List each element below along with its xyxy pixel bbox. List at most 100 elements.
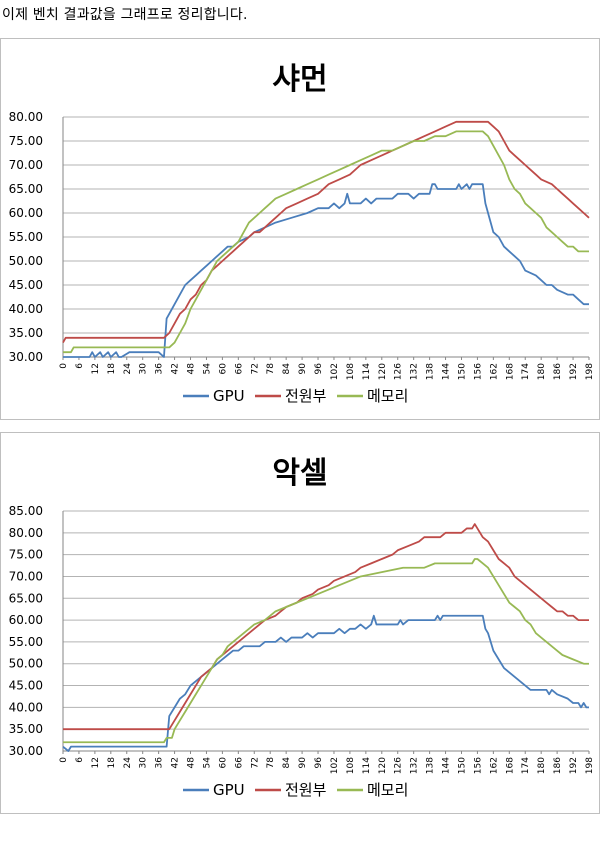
x-tick-label: 138: [426, 363, 436, 380]
x-tick-label: 156: [473, 757, 483, 774]
x-tick-label: 168: [505, 757, 515, 774]
x-tick-label: 138: [426, 757, 436, 774]
y-tick-label: 35.00: [9, 722, 43, 736]
x-tick-label: 0: [59, 757, 69, 763]
x-tick-label: 150: [457, 363, 467, 380]
x-tick-label: 12: [91, 757, 101, 768]
x-tick-label: 144: [442, 757, 452, 774]
x-tick-label: 24: [123, 757, 133, 769]
x-tick-label: 132: [410, 757, 420, 774]
x-tick-label: 144: [442, 363, 452, 380]
x-tick-label: 6: [75, 363, 85, 369]
x-tick-label: 48: [187, 757, 197, 769]
x-tick-label: 78: [266, 363, 276, 375]
x-tick-label: 72: [250, 363, 260, 374]
x-tick-label: 96: [314, 757, 324, 769]
chart-panel-1: 샤먼 30.00 35.00 40.00 45.00 50.00 55.00 60.00 65.…: [0, 38, 600, 420]
x-tick-label: 102: [330, 363, 340, 380]
x-tick-label: 162: [489, 757, 499, 774]
legend-item: GPU: [183, 387, 245, 405]
y-tick-label: 60.00: [9, 206, 43, 220]
x-tick-label: 54: [202, 363, 212, 375]
y-tick-label: 50.00: [9, 254, 43, 268]
x-tick-label: 66: [234, 757, 244, 769]
legend-label: GPU: [213, 781, 245, 799]
x-tick-label: 42: [171, 363, 181, 374]
chart-panel-2: 악셀 30.00 35.00 40.00 45.00 50.00 55.00 60.00 65.…: [0, 432, 600, 814]
x-tick-label: 54: [202, 757, 212, 769]
x-tick-label: 180: [537, 757, 547, 774]
x-tick-label: 186: [553, 757, 563, 774]
x-tick-label: 126: [394, 363, 404, 380]
x-tick-label: 0: [59, 363, 69, 369]
x-tick-label: 198: [585, 363, 595, 380]
y-tick-label: 85.00: [9, 504, 43, 518]
x-tick-label: 192: [569, 757, 579, 774]
legend-item: 메모리: [337, 781, 408, 799]
x-tick-label: 108: [346, 757, 356, 774]
x-tick-label: 102: [330, 757, 340, 774]
x-tick-label: 198: [585, 757, 595, 774]
y-tick-label: 75.00: [9, 548, 43, 562]
y-tick-label: 70.00: [9, 158, 43, 172]
x-tick-label: 78: [266, 757, 276, 769]
x-tick-label: 114: [362, 363, 372, 380]
legend-label: 메모리: [367, 387, 408, 405]
series-line-GPU: [62, 614, 589, 752]
x-tick-label: 24: [123, 363, 133, 375]
x-tick-label: 60: [218, 363, 228, 375]
x-tick-label: 42: [171, 757, 181, 768]
x-tick-label: 90: [298, 757, 308, 769]
y-tick-label: 40.00: [9, 700, 43, 714]
x-tick-label: 36: [155, 363, 165, 375]
y-tick-label: 55.00: [9, 230, 43, 244]
x-tick-label: 6: [75, 757, 85, 763]
legend-item: 전원부: [255, 781, 327, 799]
y-tick-label: 60.00: [9, 613, 43, 627]
y-tick-label: 80.00: [9, 110, 43, 124]
x-tick-label: 174: [521, 363, 531, 380]
series-line-GPU: [63, 183, 589, 358]
y-tick-label: 55.00: [9, 635, 43, 649]
y-tick-label: 45.00: [9, 278, 43, 292]
x-tick-label: 30: [139, 363, 149, 375]
line-chart-1: 샤먼 30.00 35.00 40.00 45.00 50.00 55.00 60.00 65.…: [9, 62, 595, 405]
x-tick-label: 174: [521, 757, 531, 774]
chart-title: 악셀: [272, 456, 327, 491]
x-tick-label: 36: [155, 757, 165, 769]
x-tick-label: 120: [378, 757, 388, 774]
x-tick-label: 114: [362, 757, 372, 774]
x-tick-label: 72: [250, 757, 260, 768]
legend-item: GPU: [183, 781, 245, 799]
y-tick-label: 40.00: [9, 302, 43, 316]
x-tick-label: 18: [107, 363, 117, 375]
legend-item: 전원부: [255, 387, 327, 405]
y-tick-label: 35.00: [9, 326, 43, 340]
y-tick-label: 70.00: [9, 569, 43, 583]
y-tick-label: 75.00: [9, 134, 43, 148]
x-tick-label: 120: [378, 363, 388, 380]
legend-label: 메모리: [367, 781, 408, 799]
x-tick-label: 12: [91, 363, 101, 374]
series-line-메모리: [63, 130, 589, 354]
x-tick-label: 60: [218, 757, 228, 769]
series-line-메모리: [63, 558, 589, 744]
x-tick-label: 168: [505, 363, 515, 380]
x-tick-label: 48: [187, 363, 197, 375]
x-tick-label: 132: [410, 363, 420, 380]
x-tick-label: 156: [473, 363, 483, 380]
legend-item: 메모리: [337, 387, 408, 405]
y-tick-label: 45.00: [9, 679, 43, 693]
x-tick-label: 126: [394, 757, 404, 774]
x-tick-label: 192: [569, 363, 579, 380]
x-tick-label: 66: [234, 363, 244, 375]
y-tick-label: 65.00: [9, 591, 43, 605]
chart-title: 샤먼: [272, 62, 327, 97]
x-tick-label: 150: [457, 757, 467, 774]
x-tick-label: 162: [489, 363, 499, 380]
y-tick-label: 80.00: [9, 526, 43, 540]
intro-text: 이제 벤치 결과값을 그래프로 정리합니다.: [2, 7, 248, 23]
line-chart-2: 악셀 30.00 35.00 40.00 45.00 50.00 55.00 60.00 65.…: [9, 456, 595, 799]
y-tick-label: 30.00: [9, 350, 43, 364]
legend-label: 전원부: [285, 781, 327, 799]
